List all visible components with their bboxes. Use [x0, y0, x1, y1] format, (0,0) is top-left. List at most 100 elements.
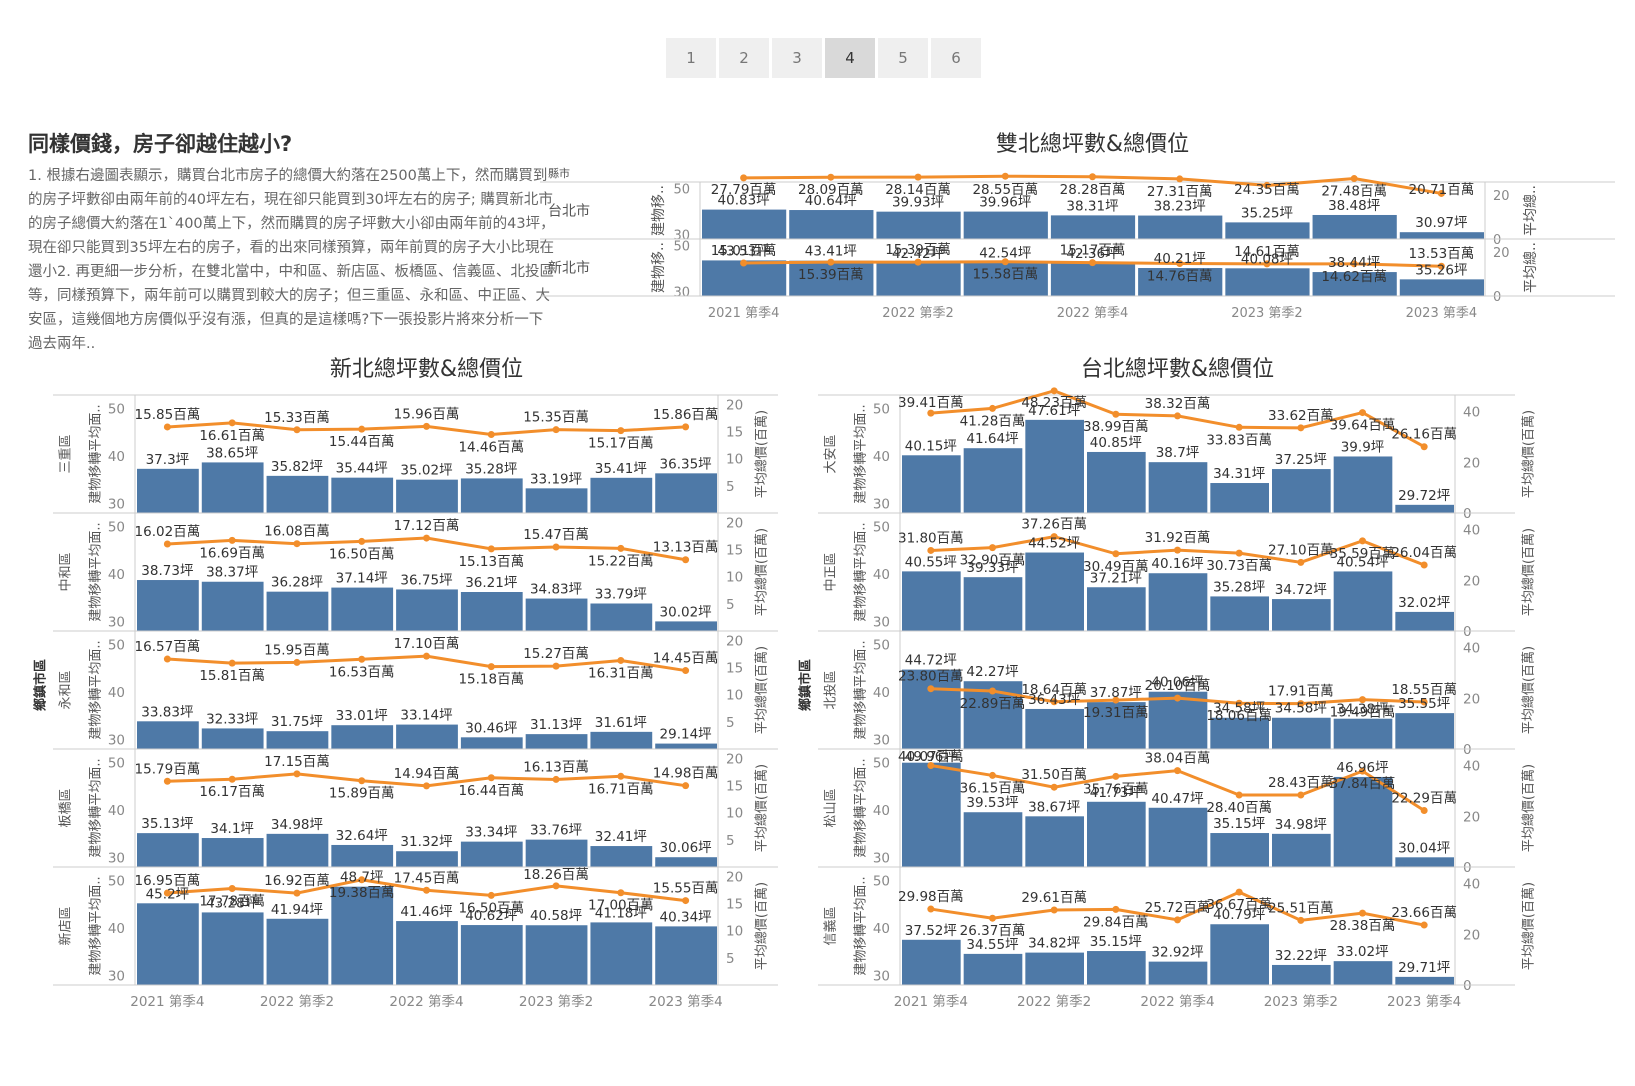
line-point-新店區-8	[682, 897, 690, 905]
bar-data-label: 40.06坪	[1151, 675, 1203, 691]
bar-信義區-1	[963, 953, 1023, 985]
page-button-6[interactable]: 6	[931, 38, 981, 78]
y2-tick-label: 10	[726, 452, 743, 468]
bar-信義區-2	[1025, 952, 1084, 985]
line-data-label: 22.29百萬	[1391, 791, 1457, 807]
line-point-信義區-7	[1359, 909, 1366, 917]
y-tick-label: 50	[108, 520, 125, 536]
bar-松山區-2	[1025, 816, 1084, 867]
bar-data-label: 37.3坪	[146, 452, 190, 468]
y-tick-label: 30	[108, 497, 125, 513]
bar-三重區-8	[655, 473, 717, 513]
y2-tick-label: 10	[726, 688, 743, 704]
bar-data-label: 39.96坪	[979, 195, 1031, 211]
bar-中正區-5	[1210, 596, 1269, 631]
y2-tick-label: 0	[1463, 978, 1472, 994]
line-point-松山區-0	[927, 761, 935, 769]
bar-data-label: 38.31坪	[1066, 198, 1118, 214]
bar-三重區-4	[396, 479, 458, 513]
y2-tick-label: 20	[1493, 189, 1510, 204]
line-data-label: 15.44百萬	[329, 434, 395, 450]
line-data-label: 25.51百萬	[1268, 900, 1334, 916]
line-data-label: 29.84百萬	[1083, 914, 1149, 930]
bar-大安區-2	[1025, 419, 1084, 513]
bar-data-label: 44.52坪	[1028, 536, 1080, 552]
line-point-松山區-5	[1235, 791, 1243, 799]
line-data-label: 15.18百萬	[458, 672, 524, 688]
bar-data-label: 35.13坪	[141, 816, 193, 832]
line-point-信義區-5	[1235, 888, 1243, 896]
bar-data-label: 34.98坪	[271, 817, 323, 833]
bar-data-label: 37.52坪	[905, 923, 957, 939]
bar-data-label: 33.83坪	[141, 704, 193, 720]
line-data-label: 14.61百萬	[1234, 244, 1300, 260]
bar-data-label: 40.21坪	[1154, 251, 1206, 267]
y2-tick-label: 20	[1463, 691, 1480, 707]
line-data-label: 17.91百萬	[1268, 684, 1334, 700]
line-point-新店區-1	[228, 884, 236, 892]
y-tick-label: 40	[108, 803, 125, 819]
page-button-4[interactable]: 4	[825, 38, 875, 78]
y2-tick-label: 5	[726, 951, 735, 967]
line-point-北投區-3	[1112, 696, 1120, 704]
y-tick-label: 30	[108, 733, 125, 749]
page-button-2[interactable]: 2	[719, 38, 769, 78]
line-data-label: 28.40百萬	[1206, 800, 1272, 816]
bar-中和區-4	[396, 589, 458, 631]
y2-tick-label: 20	[726, 515, 743, 531]
bar-data-label: 29.71坪	[1398, 960, 1450, 976]
bar-三重區-0	[137, 468, 199, 513]
left-axis-title: 建物移轉平均面..	[854, 522, 869, 621]
bar-新店區-5	[460, 925, 523, 985]
right-axis-title: 平均總..	[1522, 242, 1539, 293]
y2-tick-label: 0	[1463, 742, 1472, 758]
page-button-3[interactable]: 3	[772, 38, 822, 78]
right-axis-title: 平均總價(百萬)	[754, 528, 770, 616]
bar-北投區-3	[1087, 702, 1146, 749]
bar-data-label: 45.2坪	[146, 886, 190, 902]
line-data-label: 15.17百萬	[1060, 243, 1126, 259]
bar-中和區-2	[266, 591, 329, 631]
page-button-1[interactable]: 1	[666, 38, 716, 78]
line-point-中和區-0	[163, 540, 171, 548]
line-data-label: 17.10百萬	[394, 636, 460, 652]
line-point-永和區-4	[423, 652, 430, 660]
y-tick-label: 30	[873, 497, 890, 513]
line-point-台北市-7	[1350, 175, 1358, 183]
bar-data-label: 36.21坪	[465, 575, 517, 591]
line-point-松山區-2	[1050, 783, 1058, 791]
bar-北投區-0	[902, 669, 961, 749]
line-data-label: 16.69百萬	[199, 545, 265, 561]
line-point-中和區-7	[617, 544, 625, 552]
line-point-大安區-3	[1112, 410, 1120, 418]
line-data-label: 14.94百萬	[394, 766, 460, 782]
bar-data-label: 41.18坪	[595, 905, 647, 921]
story-body: 1. 根據右邊圖表顯示，購買台北市房子的總價大約落在2500萬上下，然而購買到的…	[28, 168, 555, 352]
line-data-label: 16.95百萬	[135, 873, 201, 889]
y2-tick-label: 20	[1463, 927, 1480, 943]
line-data-label: 15.33百萬	[264, 410, 330, 426]
x-tick-label: 2021 第季4	[894, 993, 968, 1010]
chart-title: 雙北總坪數&總價位	[996, 132, 1189, 157]
bar-data-label: 40.58坪	[530, 908, 582, 924]
y-tick-label: 40	[873, 685, 890, 701]
line-data-label: 32.90百萬	[960, 553, 1026, 569]
line-point-板橋區-5	[487, 774, 495, 782]
line-point-松山區-8	[1420, 807, 1428, 815]
line-point-信義區-4	[1174, 916, 1181, 924]
bar-data-label: 42.42坪	[892, 246, 944, 262]
line-point-中正區-8	[1420, 561, 1428, 569]
bar-松山區-7	[1333, 776, 1393, 867]
bar-data-label: 39.33坪	[966, 560, 1018, 576]
bar-data-label: 36.43坪	[1028, 692, 1080, 708]
bar-新店區-8	[655, 926, 717, 985]
bar-中和區-5	[460, 592, 523, 631]
bar-永和區-4	[396, 724, 458, 749]
bar-data-label: 39.93坪	[892, 195, 944, 211]
line-point-永和區-5	[487, 663, 495, 671]
page-button-5[interactable]: 5	[878, 38, 928, 78]
bar-大安區-6	[1272, 469, 1331, 513]
bar-data-label: 39.9坪	[1341, 439, 1385, 455]
right-axis-title: 平均總..	[1522, 185, 1539, 236]
bar-data-label: 35.15坪	[1213, 816, 1265, 832]
